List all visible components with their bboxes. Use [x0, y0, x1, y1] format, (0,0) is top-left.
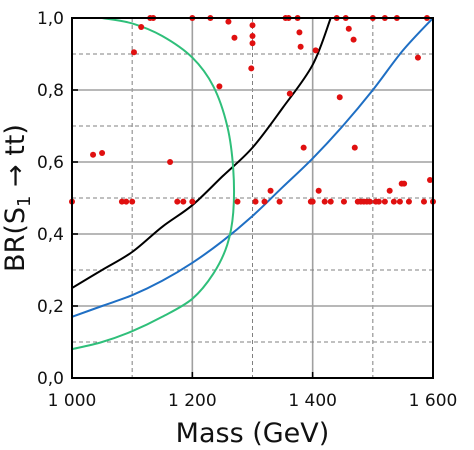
y-axis-label-main: BR(S	[0, 207, 31, 272]
data-point	[248, 65, 255, 72]
data-point	[189, 198, 196, 205]
data-point	[375, 198, 382, 205]
data-point	[180, 198, 187, 205]
axis-ticks: 1 000 1 200 1 400 1 600 0,0 0,2 0,4 0,6 0,8 1,0	[37, 9, 457, 411]
data-point	[216, 83, 223, 90]
y-tick-label: 0,8	[37, 81, 64, 101]
data-point	[231, 34, 238, 41]
data-point	[390, 198, 397, 205]
data-point	[123, 198, 130, 205]
y-tick-label: 0,2	[37, 297, 64, 317]
y-axis-label-tail: → tt)	[0, 124, 31, 196]
y-tick-label: 0,0	[37, 369, 64, 389]
data-point	[345, 25, 352, 32]
x-tick-label: 1 400	[288, 391, 337, 411]
data-point	[130, 49, 137, 56]
data-point	[381, 198, 388, 205]
data-point	[234, 198, 241, 205]
data-point	[312, 47, 319, 54]
data-point	[336, 94, 343, 101]
data-point	[396, 198, 403, 205]
data-point	[174, 198, 181, 205]
data-point	[414, 54, 421, 61]
data-point	[297, 43, 304, 50]
y-tick-label: 1,0	[37, 9, 64, 29]
data-point	[340, 198, 347, 205]
plot-frame	[71, 17, 434, 379]
data-point	[129, 198, 136, 205]
curves	[72, 18, 433, 351]
y-axis-label-subscript: 1	[14, 196, 35, 207]
y-tick-label: 0,6	[37, 153, 64, 173]
data-point	[351, 144, 358, 151]
data-point	[138, 24, 145, 30]
x-tick-label: 1 200	[168, 391, 217, 411]
data-point	[249, 40, 256, 47]
data-point	[90, 151, 97, 158]
data-point	[225, 18, 232, 25]
data-point	[405, 198, 412, 205]
data-point	[276, 198, 283, 205]
y-axis-label: BR(S1 → tt)	[0, 124, 35, 272]
data-points	[69, 15, 436, 205]
data-point	[249, 22, 256, 29]
x-tick-label: 1 600	[409, 391, 458, 411]
data-point	[327, 198, 334, 205]
data-point	[426, 177, 433, 183]
black-curve	[72, 18, 332, 289]
data-point	[296, 29, 303, 36]
green-curve	[72, 18, 235, 351]
data-point	[366, 198, 373, 205]
data-point	[321, 198, 328, 205]
data-point	[309, 198, 316, 205]
data-point	[286, 90, 293, 97]
grid	[71, 17, 434, 379]
data-point	[401, 180, 408, 187]
data-point	[267, 187, 274, 194]
x-axis-label: Mass (GeV)	[176, 418, 330, 449]
data-point	[261, 198, 268, 205]
data-point	[249, 33, 256, 39]
data-point	[350, 36, 357, 43]
data-point	[420, 198, 427, 205]
blue-curve	[72, 18, 433, 318]
data-point	[99, 150, 106, 156]
data-point	[300, 144, 307, 151]
data-point	[167, 159, 174, 165]
x-tick-label: 1 000	[48, 391, 97, 411]
data-point	[118, 198, 125, 205]
data-point	[252, 198, 259, 205]
data-point	[315, 187, 322, 194]
data-point	[386, 187, 393, 194]
y-tick-label: 0,4	[37, 225, 64, 245]
